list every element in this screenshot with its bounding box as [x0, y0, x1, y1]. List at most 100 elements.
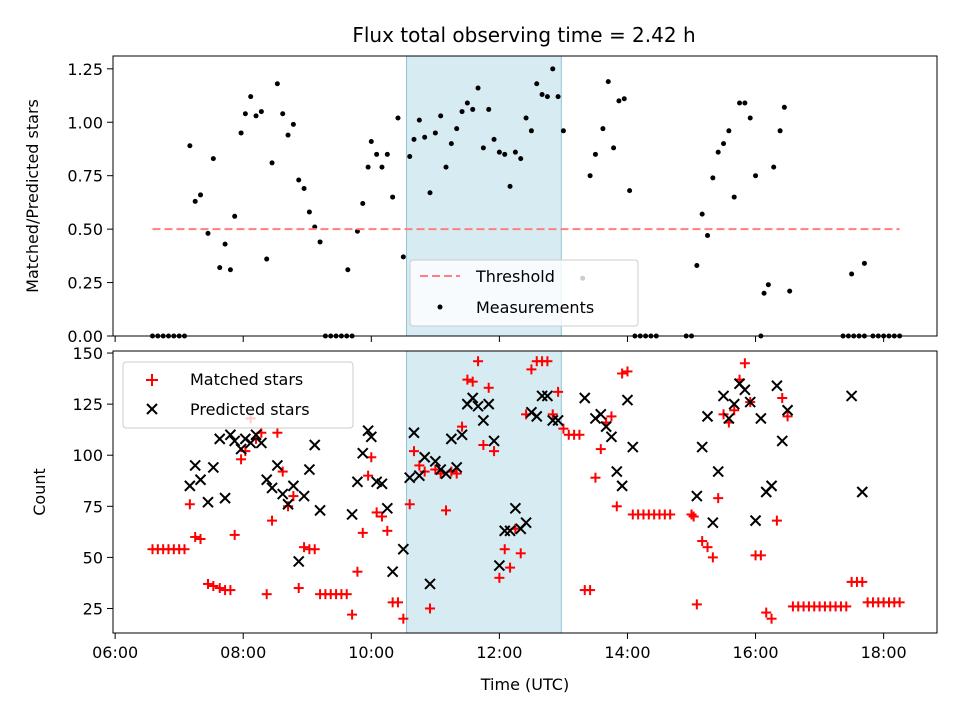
measurement-point — [737, 100, 743, 106]
predicted-star-point — [303, 463, 316, 476]
matched-star-point — [208, 581, 219, 591]
matched-star-point — [553, 386, 564, 397]
matched-star-point — [547, 409, 558, 420]
matched-star-point — [277, 466, 288, 477]
bottom-y-tick-label: 25 — [83, 599, 103, 618]
measurement-point — [306, 209, 312, 215]
matched-star-point — [574, 429, 585, 440]
matched-star-point — [347, 609, 358, 620]
matched-star-point — [697, 536, 708, 547]
predicted-star-point — [424, 578, 436, 590]
measurement-point — [416, 117, 422, 123]
predicted-star-point — [445, 433, 458, 445]
matched-star-point — [202, 578, 213, 589]
matched-star-point — [766, 613, 777, 624]
matched-star-point — [441, 505, 452, 516]
predicted-star-point — [541, 390, 554, 402]
predicted-star-point — [277, 488, 289, 500]
predicted-star-point — [781, 404, 794, 416]
matched-star-point — [451, 468, 462, 479]
measurement-point — [621, 96, 627, 102]
matched-star-point — [293, 583, 304, 594]
measurement-point — [592, 151, 598, 157]
measurement-point — [491, 136, 497, 142]
predicted-star-point — [493, 559, 506, 572]
predicted-star-point — [346, 508, 358, 521]
measurement-point — [512, 149, 518, 155]
predicted-star-point — [728, 398, 740, 410]
measurement-point — [534, 81, 540, 87]
predicted-star-point — [845, 390, 858, 402]
matched-star-point — [761, 607, 772, 618]
top-y-tick-label: 0.50 — [67, 220, 103, 239]
predicted-star-point — [219, 492, 231, 504]
predicted-star-point — [627, 441, 639, 453]
measurement-point — [253, 113, 259, 119]
measurement-point — [781, 104, 787, 110]
matched-star-point — [371, 507, 382, 518]
bottom-x-tick-label: 06:00 — [92, 643, 138, 662]
measurement-point — [539, 91, 545, 97]
predicted-star-point — [701, 410, 714, 423]
predicted-star-point — [418, 451, 431, 463]
measurement-point — [205, 230, 211, 236]
matched-star-point — [299, 542, 310, 553]
predicted-star-point — [712, 465, 724, 478]
matched-star-point — [894, 597, 905, 608]
measurement-point — [523, 115, 529, 121]
measurement-point — [849, 271, 855, 277]
matched-star-point — [585, 585, 596, 596]
matched-star-point — [261, 589, 272, 600]
predicted-star-point — [214, 433, 226, 445]
predicted-star-point — [381, 502, 394, 515]
matched-star-point — [558, 423, 569, 434]
measurement-point — [518, 156, 524, 162]
matched-star-point — [382, 525, 393, 536]
measurement-point — [248, 94, 254, 100]
matched-star-point — [494, 572, 505, 583]
matched-star-point — [590, 472, 601, 483]
predicted-star-point — [579, 392, 591, 404]
measurement-point — [715, 149, 721, 155]
measurement-point — [227, 267, 233, 273]
matched-star-point — [771, 515, 782, 526]
measurement-point — [395, 115, 401, 121]
predicted-star-point — [282, 498, 294, 510]
matched-star-point — [857, 576, 868, 587]
measurement-point — [238, 130, 244, 136]
measurement-point — [427, 190, 433, 196]
matched-star-point — [179, 544, 190, 555]
bottom-y-ticks: 25 50 75 100 125 150 — [72, 344, 113, 618]
predicted-star-point — [707, 516, 719, 529]
matched-star-point — [363, 470, 374, 481]
predicted-star-point — [250, 429, 262, 441]
predicted-star-point — [520, 516, 532, 529]
matched-star-point — [272, 427, 283, 438]
matched-star-point — [777, 393, 788, 403]
matched-star-point — [309, 544, 320, 555]
measurement-point — [721, 141, 727, 147]
predicted-star-point — [749, 514, 762, 527]
measurement-point — [411, 136, 417, 142]
measurement-point — [475, 85, 481, 91]
matched-star-point — [617, 368, 628, 379]
bottom-x-ticks: 06:00 08:00 10:00 12:00 14:00 16:00 18:00 — [92, 633, 907, 662]
matched-star-point — [611, 501, 622, 512]
predicted-star-point — [723, 412, 735, 425]
legend-matched-swatch — [146, 374, 158, 386]
measurement-point — [448, 141, 454, 147]
predicted-star-point — [194, 474, 207, 486]
predicted-star-point — [357, 447, 369, 459]
measurement-point — [360, 200, 366, 206]
measurement-point — [761, 290, 767, 296]
measurement-point — [777, 128, 783, 134]
predicted-star-point — [202, 496, 214, 508]
predicted-star-point — [531, 410, 543, 423]
measurement-point — [384, 151, 390, 157]
legend-predicted-label: Predicted stars — [190, 400, 310, 419]
predicted-star-point — [483, 398, 495, 410]
legend-measurements-swatch — [437, 304, 443, 310]
matched-star-point — [288, 491, 299, 502]
predicted-star-point — [621, 394, 634, 406]
predicted-star-point — [255, 437, 268, 449]
